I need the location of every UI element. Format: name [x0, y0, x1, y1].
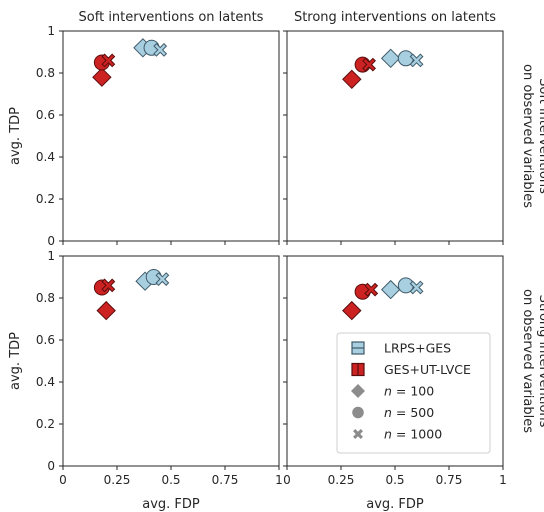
x-tick-label: 0.5: [385, 473, 404, 487]
legend-item-lrps: LRPS+GES: [351, 341, 451, 356]
point-ges-n1000: [364, 282, 379, 297]
x-tick-label: 0.25: [328, 473, 355, 487]
x-tick-label: 1: [275, 473, 283, 487]
panel-1-1: 0 0.25 0.5 0.75 1: [283, 255, 507, 487]
legend-marker: [352, 406, 364, 419]
y-tick-label: 0.4: [36, 150, 55, 164]
point-lrps-n1000: [153, 42, 168, 57]
legend-marker: [351, 384, 365, 398]
panel-frame: [286, 30, 504, 242]
y-tick-label: 0.8: [36, 66, 55, 80]
row-title-line: Strong interventions: [536, 295, 544, 428]
legend-frame: [336, 332, 491, 454]
y-tick-label: 0.6: [36, 333, 55, 347]
point-ges-n100: [342, 300, 362, 321]
point-ges-n100: [96, 300, 116, 321]
panel-0-1: [283, 30, 504, 245]
point-lrps-n100: [380, 48, 401, 69]
y-axis-label: avg. TDP: [8, 332, 23, 390]
legend-marker: [353, 429, 363, 439]
legend-label: n = 100: [384, 384, 434, 399]
y-tick-label: 1: [47, 24, 55, 38]
point-ges-n1000: [101, 278, 116, 293]
point-lrps-n1000: [155, 272, 170, 287]
y-tick-label: 0.8: [36, 291, 55, 305]
panel-1-0: 0 0.25 0.5 0.75 1 0 0.2 0.4 0.6 0.8 1: [36, 249, 283, 487]
y-tick-label: 0: [47, 234, 55, 248]
x-tick-label: 0.25: [104, 473, 131, 487]
point-ges-n1000: [101, 53, 116, 68]
row-title-line: Soft interventions: [536, 78, 544, 194]
legend-label: LRPS+GES: [384, 341, 451, 356]
x-tick-label: 1: [499, 473, 507, 487]
column-title-1: Strong interventions on latents: [294, 10, 496, 25]
x-axis-label: avg. FDP: [142, 497, 200, 512]
point-lrps-n1000: [409, 280, 424, 295]
row-title-line: on observed variables: [520, 289, 535, 433]
point-ges-n100: [92, 67, 112, 87]
legend-item-n-1000: n = 1000: [353, 427, 442, 442]
x-tick-label: 0.5: [161, 473, 180, 487]
legend-item-n-500: n = 500: [352, 405, 434, 420]
panel-frame: [62, 30, 280, 242]
y-tick-label: 0.4: [36, 375, 55, 389]
legend-label: n = 500: [384, 405, 434, 420]
y-tick-label: 0: [47, 459, 55, 473]
y-tick-label: 0.2: [36, 417, 55, 431]
column-title-0: Soft interventions on latents: [79, 10, 264, 25]
y-tick-label: 0.2: [36, 192, 55, 206]
point-ges-n1000: [362, 57, 376, 72]
x-tick-label: 0: [283, 473, 291, 487]
x-tick-label: 0.75: [436, 473, 463, 487]
x-tick-label: 0.75: [212, 473, 239, 487]
legend-item-n-100: n = 100: [351, 384, 434, 399]
panel-frame: [286, 255, 504, 467]
row-title-line: on observed variables: [520, 64, 535, 208]
point-ges-n100: [342, 69, 362, 90]
y-axis-label: avg. TDP: [8, 107, 23, 165]
legend-label: n = 1000: [384, 427, 442, 442]
x-tick-label: 0: [59, 473, 67, 487]
point-lrps-n1000: [409, 53, 424, 68]
legend-item-ges: GES+UT-LVCE: [351, 362, 471, 377]
panel-0-0: 0 0.2 0.4 0.6 0.8 1: [36, 24, 280, 248]
panel-frame: [62, 255, 280, 467]
legend-label: GES+UT-LVCE: [384, 362, 471, 377]
legend: LRPS+GES GES+UT-LVCE n = 100 n = 500 n = 100…: [336, 332, 491, 454]
x-axis-label: avg. FDP: [366, 497, 424, 512]
point-lrps-n100: [380, 279, 401, 300]
y-tick-label: 1: [47, 249, 55, 263]
y-tick-label: 0.6: [36, 108, 55, 122]
